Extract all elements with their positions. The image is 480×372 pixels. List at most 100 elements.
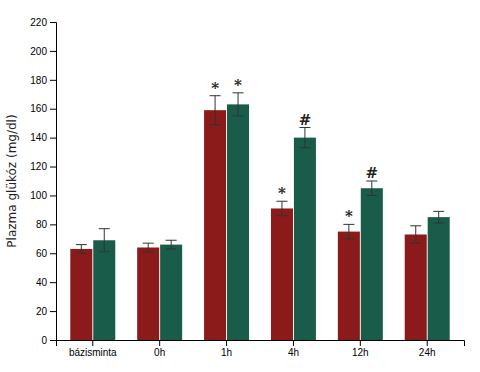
error-bar-cap bbox=[76, 253, 87, 254]
y-tick: 200 bbox=[30, 46, 56, 57]
error-bar-stem bbox=[371, 181, 372, 195]
bar bbox=[428, 217, 450, 340]
y-axis-line bbox=[50, 23, 57, 341]
error-bar-stem bbox=[148, 243, 149, 252]
bar bbox=[160, 245, 182, 340]
plot: * * * * # #0 20 40 60 80 100 120 140 160 180 200 220 bázi… bbox=[30, 17, 464, 358]
series bbox=[93, 93, 449, 340]
bar bbox=[271, 208, 293, 340]
error-bar-cap bbox=[366, 195, 377, 196]
annotation: * bbox=[345, 207, 353, 225]
series bbox=[70, 96, 426, 340]
x-tick-mark bbox=[159, 340, 160, 346]
annotation: * bbox=[278, 184, 286, 202]
x-tick-label: 12h bbox=[352, 347, 369, 358]
x-tick-mark bbox=[92, 340, 93, 346]
y-axis-title: Plazma glükóz (mg/dl) bbox=[5, 114, 19, 247]
y-tick-label: 100 bbox=[30, 190, 47, 201]
bar bbox=[338, 232, 360, 340]
error-bar-cap bbox=[433, 222, 444, 223]
bar bbox=[294, 138, 316, 340]
bar bbox=[405, 234, 427, 340]
y-tick-label: 180 bbox=[30, 75, 47, 86]
error-bar-stem bbox=[304, 128, 305, 148]
x-tick-label: 0h bbox=[154, 347, 165, 358]
y-tick-label: 120 bbox=[30, 161, 47, 172]
y-tick: 40 bbox=[36, 277, 56, 288]
y-tick-label: 80 bbox=[36, 219, 48, 230]
x-tick-label: 24h bbox=[419, 347, 436, 358]
error-bar bbox=[433, 211, 444, 223]
error-bar-stem bbox=[171, 240, 172, 249]
y-tick-label: 200 bbox=[30, 46, 47, 57]
y-tick-label: 220 bbox=[30, 17, 47, 28]
bar bbox=[137, 247, 159, 340]
y-tick-mark bbox=[50, 224, 56, 225]
error-bar bbox=[343, 224, 354, 238]
y-tick-mark bbox=[50, 22, 56, 23]
y-tick: 220 bbox=[30, 17, 56, 28]
annotations: * * * * # # bbox=[211, 76, 378, 226]
error-bar-cap bbox=[99, 251, 110, 252]
y-tick-label: 40 bbox=[36, 277, 48, 288]
error-bar-cap bbox=[143, 251, 154, 252]
error-bar-stem bbox=[438, 211, 439, 223]
error-bar bbox=[210, 96, 221, 125]
error-bar bbox=[76, 245, 87, 254]
y-tick-mark bbox=[50, 138, 56, 139]
y-tick: 20 bbox=[36, 306, 56, 317]
error-bar bbox=[233, 93, 244, 116]
y-tick: 100 bbox=[30, 190, 56, 201]
error-bar-cap bbox=[276, 215, 287, 216]
x-tick: 24h bbox=[419, 340, 436, 358]
bar bbox=[70, 249, 92, 340]
error-bar bbox=[143, 243, 154, 252]
annotation: # bbox=[366, 164, 379, 182]
y-tick-mark bbox=[50, 253, 56, 254]
y-tick-mark bbox=[50, 51, 56, 52]
x-tick: 12h bbox=[352, 340, 369, 358]
x-tick-mark bbox=[293, 340, 294, 346]
y-tick: 120 bbox=[30, 161, 56, 172]
annotation: * bbox=[234, 76, 242, 94]
y-tick-label: 20 bbox=[36, 306, 48, 317]
bar bbox=[93, 240, 115, 340]
y-tick-label: 0 bbox=[41, 335, 47, 346]
error-bar-stem bbox=[238, 93, 239, 116]
y-tick-mark bbox=[50, 340, 56, 341]
y-tick-label: 140 bbox=[30, 132, 47, 143]
x-tick-label: 1h bbox=[221, 347, 232, 358]
y-tick: 80 bbox=[36, 219, 56, 230]
y-tick-mark bbox=[50, 195, 56, 196]
y-tick-mark bbox=[50, 109, 56, 110]
y-tick: 60 bbox=[36, 248, 56, 259]
bar bbox=[204, 110, 226, 340]
error-bar bbox=[366, 181, 377, 195]
error-bar bbox=[410, 226, 421, 243]
error-bar-cap bbox=[233, 115, 244, 116]
x-tick: 0h bbox=[154, 340, 165, 358]
error-bar bbox=[299, 128, 310, 148]
x-tick-mark bbox=[226, 340, 227, 346]
x-tick: 1h bbox=[221, 340, 232, 358]
error-bar bbox=[276, 201, 287, 215]
x-tick-mark bbox=[360, 340, 361, 346]
error-bar-cap bbox=[343, 238, 354, 239]
error-bar-stem bbox=[81, 245, 82, 254]
annotation: # bbox=[299, 111, 312, 129]
y-tick-mark bbox=[50, 282, 56, 283]
error-bar-cap bbox=[143, 243, 154, 244]
annotation: * bbox=[211, 79, 219, 97]
y-tick-label: 160 bbox=[30, 103, 47, 114]
error-bar-cap bbox=[433, 211, 444, 212]
x-tick: bázisminta bbox=[69, 340, 117, 358]
error-bar-stem bbox=[215, 96, 216, 125]
error-bar-cap bbox=[99, 228, 110, 229]
error-bar-stem bbox=[348, 224, 349, 238]
x-tick-label: bázisminta bbox=[69, 347, 117, 358]
y-tick-mark bbox=[50, 167, 56, 168]
error-bar-cap bbox=[166, 240, 177, 241]
y-axis: 0 20 40 60 80 100 120 140 160 180 200 220 bbox=[30, 17, 56, 346]
chart-container: * * * * # #0 20 40 60 80 100 120 140 160 180 200 220 bázi… bbox=[0, 0, 480, 372]
error-bar-cap bbox=[166, 248, 177, 249]
